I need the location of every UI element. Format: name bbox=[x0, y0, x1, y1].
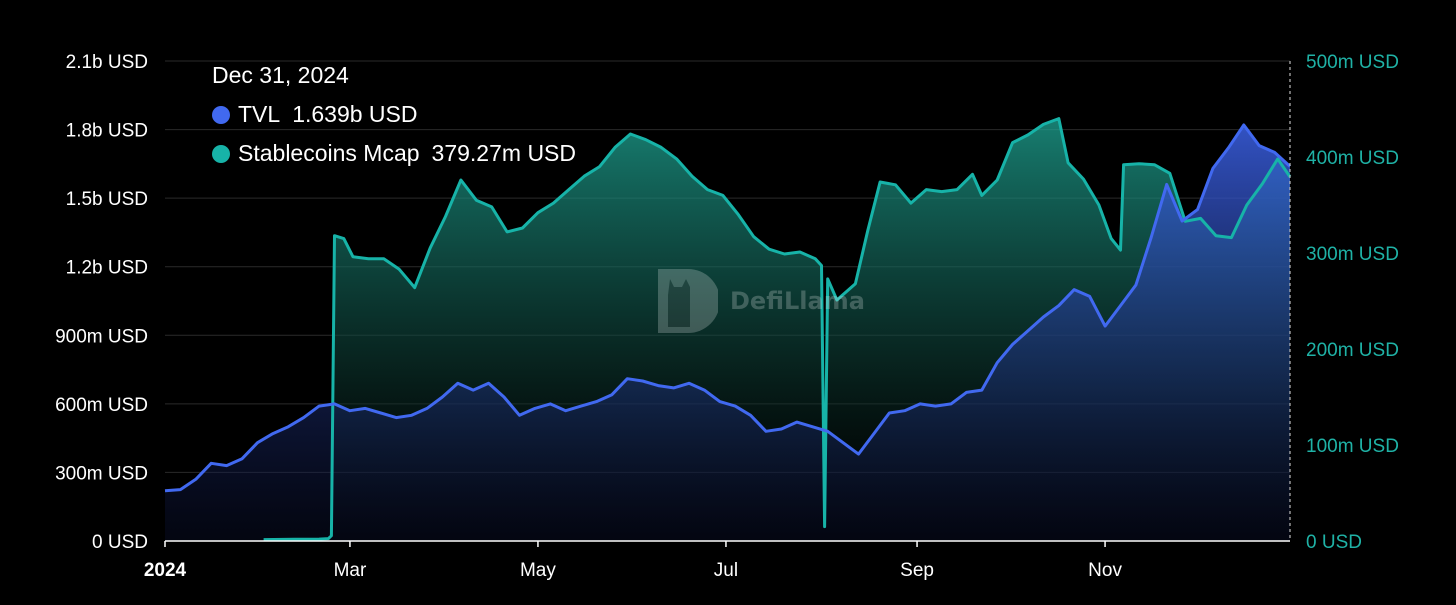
x-tick-label: May bbox=[520, 560, 556, 581]
y-left-tick-label: 600m USD bbox=[55, 395, 148, 416]
y-axis-right-labels: 0 USD 100m USD 200m USD 300m USD 400m USD 500… bbox=[1306, 52, 1399, 553]
x-tick-label: Jul bbox=[714, 560, 738, 581]
y-axis-left-labels: 0 USD 300m USD 600m USD 900m USD 1.2b USD 1.5… bbox=[55, 52, 148, 553]
tooltip-series-value: 379.27m USD bbox=[431, 140, 577, 166]
tooltip-row-stablecoins: Stablecoins Mcap 379.27m USD bbox=[212, 134, 576, 173]
stablecoins-line bbox=[263, 117, 1292, 542]
line-layer bbox=[164, 117, 1292, 542]
y-left-tick-label: 900m USD bbox=[55, 326, 148, 347]
y-right-tick-label: 200m USD bbox=[1306, 340, 1399, 361]
area-layer bbox=[165, 118, 1291, 541]
watermark: DefiLlama bbox=[654, 265, 865, 337]
x-axis-labels: 2024 Mar May Jul Sep Nov bbox=[144, 560, 1123, 581]
x-tick-label: 2024 bbox=[144, 560, 187, 581]
y-left-tick-label: 300m USD bbox=[55, 463, 148, 484]
y-right-tick-label: 100m USD bbox=[1306, 436, 1399, 457]
y-right-tick-label: 0 USD bbox=[1306, 532, 1362, 553]
x-tick-label: Nov bbox=[1088, 560, 1122, 581]
tooltip-series-value: 1.639b USD bbox=[292, 101, 418, 127]
tooltip-series-name: TVL bbox=[238, 101, 281, 127]
tvl-area bbox=[165, 125, 1290, 541]
y-left-tick-label: 1.2b USD bbox=[66, 258, 148, 279]
y-left-tick-label: 0 USD bbox=[92, 532, 148, 553]
y-left-tick-label: 1.5b USD bbox=[66, 189, 148, 210]
stablecoins-legend-dot bbox=[212, 144, 230, 163]
tvl-line bbox=[164, 123, 1292, 493]
axis-layer bbox=[164, 61, 1291, 547]
tvl-legend-dot bbox=[212, 105, 230, 124]
llama-logo-icon bbox=[658, 269, 718, 333]
tooltip-series-name: Stablecoins Mcap bbox=[238, 140, 420, 166]
chart-tooltip: Dec 31, 2024 TVL 1.639b USD Stablecoins … bbox=[212, 56, 576, 173]
y-right-tick-label: 400m USD bbox=[1306, 148, 1399, 169]
tooltip-row-tvl: TVL 1.639b USD bbox=[212, 95, 576, 134]
y-left-tick-label: 1.8b USD bbox=[66, 121, 148, 142]
tooltip-date: Dec 31, 2024 bbox=[212, 62, 349, 88]
y-right-tick-label: 300m USD bbox=[1306, 244, 1399, 265]
x-tick-label: Mar bbox=[334, 560, 367, 581]
watermark-text: DefiLlama bbox=[730, 287, 865, 315]
x-tick-label: Sep bbox=[900, 560, 934, 581]
y-right-tick-label: 500m USD bbox=[1306, 52, 1399, 73]
y-left-tick-label: 2.1b USD bbox=[66, 52, 148, 73]
